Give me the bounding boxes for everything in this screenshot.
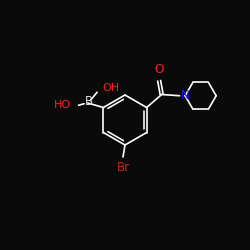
Text: HO: HO	[54, 100, 71, 110]
Text: O: O	[154, 63, 164, 76]
Text: B: B	[85, 95, 93, 108]
Text: OH: OH	[102, 83, 119, 93]
Text: N: N	[180, 89, 189, 102]
Text: Br: Br	[116, 161, 130, 174]
